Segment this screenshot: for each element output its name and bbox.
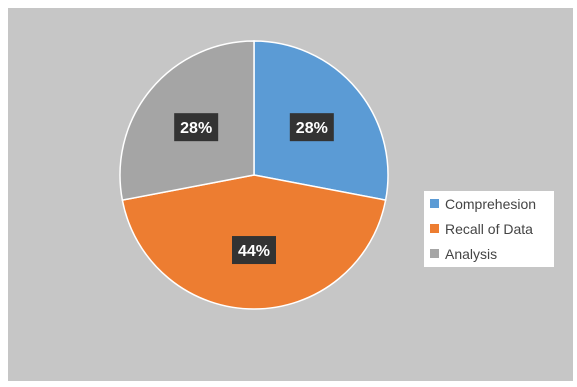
legend-label: Recall of Data [445,221,533,237]
data-label-comprehesion: 28% [289,113,334,142]
data-label-box [289,113,334,142]
data-label-recall-of-data: 44% [232,236,276,265]
legend: Comprehesion Recall of Data Analysis [424,191,554,267]
pie-slices [119,40,389,310]
legend-item-comprehesion: Comprehesion [430,196,536,212]
data-label-box [174,113,219,142]
data-label-box [232,236,276,265]
legend-swatch [430,224,439,233]
legend-item-recall-of-data: Recall of Data [430,221,533,237]
data-label-text: 28% [180,120,212,137]
legend-label: Analysis [445,246,497,262]
data-label-text: 28% [296,120,328,137]
legend-label: Comprehesion [445,196,536,212]
data-label-analysis: 28% [174,113,219,142]
legend-swatch [430,249,439,258]
legend-swatch [430,199,439,208]
legend-box [424,191,554,267]
data-labels: 28% 44% 28% [174,113,334,265]
data-label-text: 44% [238,243,270,260]
legend-item-analysis: Analysis [430,246,497,262]
